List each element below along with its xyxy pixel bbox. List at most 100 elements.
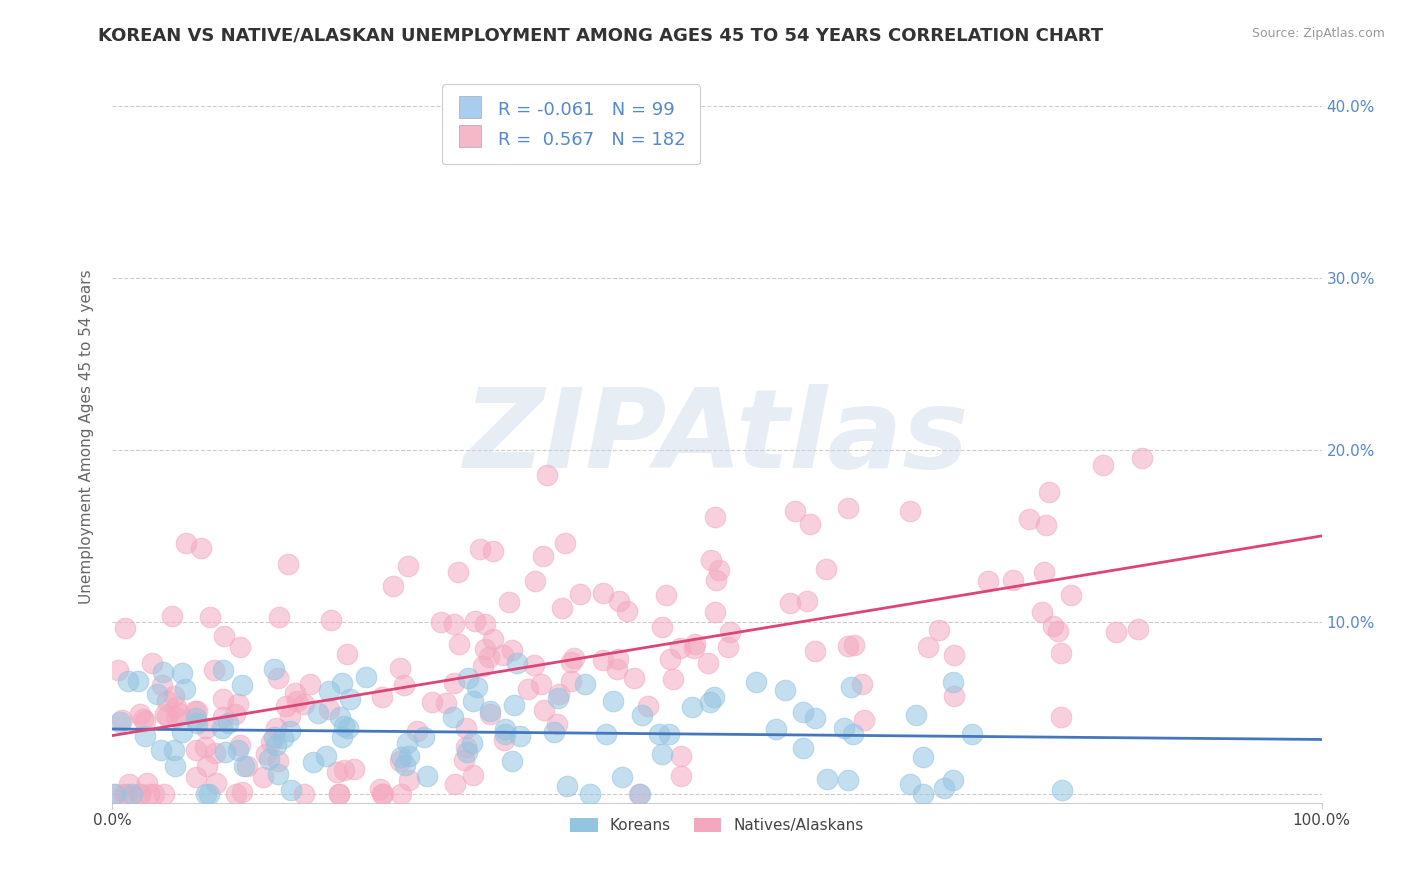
Point <box>453 753 475 767</box>
Point <box>898 777 921 791</box>
Point <box>668 641 690 656</box>
Point <box>773 682 796 697</box>
Point <box>607 593 630 607</box>
Point <box>454 740 477 755</box>
Point <box>186 704 208 718</box>
Point <box>842 638 865 652</box>
Point <box>602 694 624 708</box>
Point <box>415 769 437 783</box>
Point <box>224 706 246 721</box>
Point <box>501 643 523 657</box>
Point <box>136 776 159 790</box>
Point <box>707 563 730 577</box>
Point <box>765 723 787 737</box>
Point <box>536 468 558 483</box>
Point <box>236 758 259 772</box>
Point <box>1033 566 1056 580</box>
Y-axis label: Unemployment Among Ages 45 to 54 years: Unemployment Among Ages 45 to 54 years <box>79 269 94 605</box>
Point <box>165 699 187 714</box>
Point <box>651 620 673 634</box>
Point <box>194 739 217 754</box>
Point <box>128 787 150 801</box>
Point <box>834 721 856 735</box>
Point <box>682 640 704 655</box>
Point <box>280 783 302 797</box>
Point <box>942 689 965 703</box>
Point <box>284 686 307 700</box>
Point <box>637 699 659 714</box>
Point <box>257 752 280 766</box>
Point <box>745 675 768 690</box>
Point <box>392 678 415 692</box>
Point <box>1092 458 1115 472</box>
Point <box>703 510 725 524</box>
Point <box>492 648 515 662</box>
Point <box>1126 622 1149 636</box>
Point <box>330 676 353 690</box>
Point <box>441 710 464 724</box>
Point <box>1002 573 1025 587</box>
Point <box>703 605 725 619</box>
Text: ZIPAtlas: ZIPAtlas <box>464 384 970 491</box>
Point <box>554 535 576 549</box>
Point <box>115 787 138 801</box>
Point <box>779 596 801 610</box>
Point <box>343 762 366 776</box>
Point <box>398 773 420 788</box>
Point <box>718 625 741 640</box>
Point <box>263 662 285 676</box>
Point <box>108 715 131 730</box>
Point <box>212 710 235 724</box>
Point <box>205 776 228 790</box>
Point <box>543 725 565 739</box>
Point <box>405 724 427 739</box>
Point <box>330 731 353 745</box>
Point <box>851 677 873 691</box>
Point <box>228 640 250 654</box>
Point <box>231 785 253 799</box>
Legend: Koreans, Natives/Alaskans: Koreans, Natives/Alaskans <box>564 812 870 839</box>
Point <box>267 755 290 769</box>
Point <box>547 690 569 705</box>
Point <box>1050 783 1073 797</box>
Point <box>943 648 966 663</box>
Point <box>276 698 298 713</box>
Point <box>562 650 585 665</box>
Point <box>129 787 152 801</box>
Point <box>456 745 478 759</box>
Point <box>156 709 179 723</box>
Point <box>333 763 356 777</box>
Point <box>381 579 404 593</box>
Point <box>628 787 651 801</box>
Point <box>396 558 419 573</box>
Point <box>214 745 236 759</box>
Point <box>134 729 156 743</box>
Point <box>318 684 340 698</box>
Point <box>326 765 349 780</box>
Point <box>696 657 718 671</box>
Point <box>465 680 488 694</box>
Point <box>194 787 217 801</box>
Point <box>474 642 496 657</box>
Point <box>481 544 503 558</box>
Point <box>804 711 827 725</box>
Point <box>172 725 194 739</box>
Point <box>389 754 412 768</box>
Point <box>198 787 221 801</box>
Point <box>1031 605 1053 619</box>
Point <box>447 565 470 579</box>
Point <box>560 655 582 669</box>
Point <box>233 759 256 773</box>
Point <box>699 695 721 709</box>
Point <box>389 787 412 801</box>
Point <box>167 706 190 720</box>
Point <box>595 726 617 740</box>
Point <box>612 770 634 784</box>
Point <box>1038 485 1060 500</box>
Point <box>517 682 540 697</box>
Point <box>456 722 478 736</box>
Point <box>837 772 859 787</box>
Point <box>669 749 692 764</box>
Point <box>628 787 651 801</box>
Point <box>904 708 927 723</box>
